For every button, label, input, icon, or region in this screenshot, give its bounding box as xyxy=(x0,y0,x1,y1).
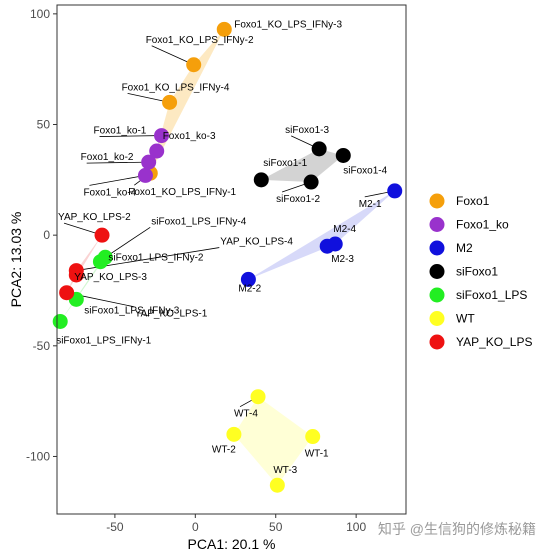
point-foxo1-ko-1 xyxy=(154,128,170,144)
point-foxo1-ko-4 xyxy=(137,167,153,183)
point-yap-ko-lps-3 xyxy=(68,267,84,283)
y-axis-title: PCA2: 13.03 % xyxy=(8,212,24,308)
y-tick-label-50: 50 xyxy=(37,118,51,132)
label-sifoxo1-1: siFoxo1-1 xyxy=(263,158,307,169)
point-wt-2 xyxy=(226,426,242,442)
legend-key-yap-ko-lps xyxy=(429,334,445,350)
label-sifoxo1-lps-ifny-4: siFoxo1_LPS_IFNy-4 xyxy=(151,216,246,227)
legend-label-sifoxo1-lps: siFoxo1_LPS xyxy=(456,288,527,302)
point-foxo1-ko-lps-ifny-4 xyxy=(162,94,178,110)
legend-label-foxo1-ko: Foxo1_ko xyxy=(456,218,509,232)
label-m2-3: M2-3 xyxy=(331,254,354,265)
legend-key-sifoxo1 xyxy=(429,264,445,279)
label-sifoxo1-lps-ifny-2: siFoxo1_LPS_IFNy-2 xyxy=(108,253,203,264)
leader-foxo1-ko-4 xyxy=(89,175,146,186)
legend-label-wt: WT xyxy=(456,312,475,326)
point-wt-3 xyxy=(269,477,285,493)
label-yap-ko-lps-2: YAP_KO_LPS-2 xyxy=(58,212,131,223)
label-foxo1-ko-1: Foxo1_ko-1 xyxy=(94,126,147,137)
point-m2-1 xyxy=(387,183,403,199)
point-m2-2 xyxy=(240,271,256,287)
label-yap-ko-lps-1: YAP_KO_LPS-1 xyxy=(135,309,208,320)
legend-label-m2: M2 xyxy=(456,241,473,255)
label-sifoxo1-3: siFoxo1-3 xyxy=(285,125,329,136)
legend-label-foxo1: Foxo1 xyxy=(456,194,490,208)
legend-key-sifoxo1-lps xyxy=(429,287,445,303)
label-foxo1-ko-lps-ifny-2: Foxo1_KO_LPS_IFNy-2 xyxy=(146,35,254,46)
point-foxo1-ko-3 xyxy=(149,143,165,159)
point-sifoxo1-lps-ifny-2 xyxy=(92,254,108,270)
legend-key-wt xyxy=(429,311,445,326)
label-yap-ko-lps-4: YAP_KO_LPS-4 xyxy=(220,237,293,248)
legend-label-sifoxo1: siFoxo1 xyxy=(456,265,498,279)
leader-foxo1-ko-2 xyxy=(86,161,149,164)
legend-key-m2 xyxy=(429,240,445,256)
label-foxo1-ko-2: Foxo1_ko-2 xyxy=(81,152,134,163)
label-sifoxo1-lps-ifny-1: siFoxo1_LPS_IFNy-1 xyxy=(56,335,151,346)
point-sifoxo1-lps-ifny-1 xyxy=(52,313,68,329)
point-sifoxo1-4 xyxy=(335,147,351,163)
axes: -50 0 50 100 -100 -50 0 50 100 xyxy=(26,7,367,534)
legend-label-yap-ko-lps: YAP_KO_LPS xyxy=(456,335,533,349)
x-axis-title: PCA1: 20.1 % xyxy=(188,536,276,552)
point-m2-3 xyxy=(319,238,335,254)
point-foxo1-ko-lps-ifny-2 xyxy=(186,57,202,73)
label-m2-4: M2-4 xyxy=(333,224,356,235)
point-wt-4 xyxy=(250,389,266,405)
legend-key-foxo1-ko xyxy=(429,217,445,232)
point-labels: Foxo1_KO_LPS_IFNy-3 Foxo1_KO_LPS_IFNy-2 Fo… xyxy=(56,19,387,476)
x-tick-label-0: 0 xyxy=(192,520,199,534)
label-m2-2: M2-2 xyxy=(238,283,261,294)
label-wt-4: WT-4 xyxy=(234,409,258,420)
hull-sifoxo1_lps xyxy=(60,257,106,322)
label-sifoxo1-4: siFoxo1-4 xyxy=(343,165,387,176)
legend: Foxo1 Foxo1_ko M2 siFoxo1 siFoxo1_LPS WT YAP_K… xyxy=(429,193,533,350)
label-yap-ko-lps-3: YAP_KO_LPS-3 xyxy=(74,272,147,283)
label-sifoxo1-lps-ifny-3: siFoxo1_LPS_IFNy-3 xyxy=(84,305,179,316)
hull-wt xyxy=(233,396,313,486)
data-points xyxy=(52,21,403,493)
point-foxo1-ko-2 xyxy=(141,154,157,170)
hull-sifoxo1 xyxy=(261,148,344,183)
label-foxo1-ko-lps-ifny-3: Foxo1_KO_LPS_IFNy-3 xyxy=(234,19,342,30)
label-m2-1: M2-1 xyxy=(359,199,382,210)
hull-m2 xyxy=(248,190,395,280)
point-wt-1 xyxy=(305,429,321,445)
plot-panel-border xyxy=(56,4,407,515)
x-tick-label-100: 100 xyxy=(346,520,366,534)
x-tick-label-50: 50 xyxy=(269,520,283,534)
y-tick-label--100: -100 xyxy=(26,449,50,463)
point-yap-ko-lps-1 xyxy=(59,285,75,301)
x-tick-label--50: -50 xyxy=(106,520,124,534)
label-sifoxo1-2: siFoxo1-2 xyxy=(276,194,320,205)
label-wt-1: WT-1 xyxy=(305,449,329,460)
y-tick-label-100: 100 xyxy=(30,7,50,21)
point-foxo1-ko-lps-ifny-3 xyxy=(216,21,232,37)
point-sifoxo1-1 xyxy=(253,172,269,188)
label-wt-2: WT-2 xyxy=(212,444,236,455)
leader-foxo1-ko-lps-ifny-2 xyxy=(151,45,194,66)
legend-key-foxo1 xyxy=(429,193,445,209)
y-tick-label--50: -50 xyxy=(33,339,51,353)
label-foxo1-ko-3: Foxo1_ko-3 xyxy=(163,131,216,142)
leader-sifoxo1-lps-ifny-4 xyxy=(105,226,151,258)
label-foxo1-ko-lps-ifny-1: Foxo1_KO_LPS_IFNy-1 xyxy=(128,187,236,198)
y-tick-label-0: 0 xyxy=(43,228,50,242)
label-foxo1-ko-4: Foxo1_ko-4 xyxy=(83,187,136,198)
point-yap-ko-lps-2 xyxy=(94,227,110,243)
label-foxo1-ko-lps-ifny-4: Foxo1_KO_LPS_IFNy-4 xyxy=(122,82,230,93)
watermark-text: 知乎 @生信狗的修炼秘籍 xyxy=(378,521,536,537)
label-wt-3: WT-3 xyxy=(273,465,297,476)
leader-foxo1-ko-1 xyxy=(99,135,162,137)
point-sifoxo1-2 xyxy=(303,174,319,190)
point-sifoxo1-3 xyxy=(311,141,327,157)
